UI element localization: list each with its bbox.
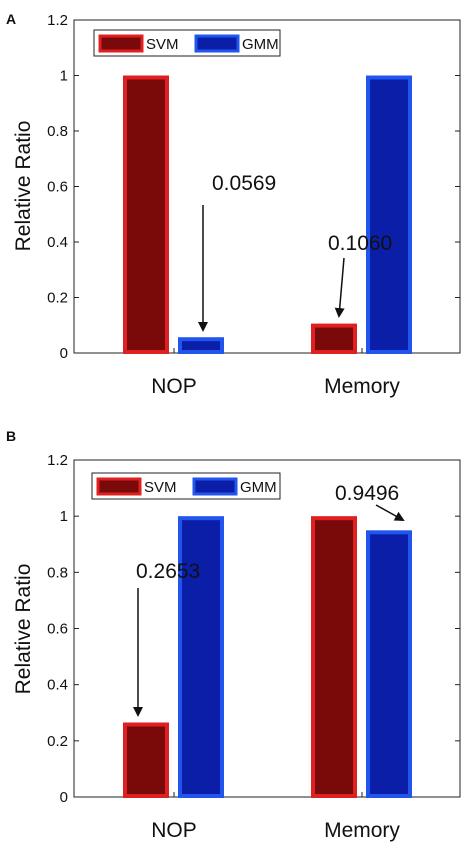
- panel-label: A: [6, 11, 16, 27]
- bar-svm-nop: [123, 75, 169, 354]
- x-category-label: Memory: [324, 375, 400, 398]
- y-axis-label: Relative Ratio: [12, 121, 35, 252]
- legend: SVM GMM: [93, 29, 281, 57]
- chart-panel-a: A 0 0.2 0.4 0.6 0.8 1 1.2 Relative Ratio NOP Memor…: [6, 11, 461, 398]
- annotation-arrow: [375, 504, 405, 521]
- y-tick-label: 1: [60, 68, 68, 85]
- legend-swatch-svm: [98, 34, 144, 53]
- annotation-label: 0.1060: [328, 232, 392, 255]
- bar-gmm-memory: [366, 75, 412, 354]
- y-tick-label: 0.2: [47, 290, 68, 307]
- y-tick-label: 0: [60, 345, 68, 362]
- legend-label-gmm: GMM: [242, 36, 279, 53]
- legend-label-gmm: GMM: [240, 479, 277, 496]
- bar-gmm-memory: [366, 530, 412, 798]
- y-tick-label: 0.6: [47, 179, 68, 196]
- annotation-label: 0.9496: [335, 482, 399, 505]
- chart-panel-b: B 0 0.2 0.4 0.6 0.8 1 1.2 Relative Ratio NOP Memor…: [6, 428, 461, 842]
- annotation-arrow: [334, 257, 345, 318]
- y-tick-label: 0.8: [47, 564, 68, 581]
- legend-swatch-svm: [96, 477, 142, 496]
- y-tick-label: 0.2: [47, 733, 68, 750]
- legend-label-svm: SVM: [146, 36, 179, 53]
- y-tick-label: 0: [60, 789, 68, 806]
- panel-label: B: [6, 428, 16, 444]
- legend-swatch-gmm: [194, 34, 240, 53]
- y-tick-label: 0.4: [47, 234, 68, 251]
- legend: SVM GMM: [91, 472, 281, 500]
- y-tick-label: 1.2: [47, 12, 68, 29]
- y-axis-label: Relative Ratio: [12, 564, 35, 695]
- y-tick-label: 1: [60, 508, 68, 525]
- bar-svm-nop: [123, 722, 169, 799]
- x-category-label: NOP: [151, 375, 197, 398]
- y-tick-label: 1.2: [47, 452, 68, 469]
- bar-svm-memory: [311, 323, 357, 354]
- x-category-label: Memory: [324, 819, 400, 842]
- bar-gmm-nop: [178, 337, 224, 354]
- annotation-label: 0.0569: [212, 172, 276, 195]
- legend-label-svm: SVM: [144, 479, 177, 496]
- bar-svm-memory: [311, 516, 357, 799]
- legend-swatch-gmm: [192, 477, 238, 496]
- y-tick-label: 0.4: [47, 677, 68, 694]
- annotation-label: 0.2653: [136, 560, 200, 583]
- bar-gmm-nop: [178, 516, 224, 799]
- x-category-label: NOP: [151, 819, 197, 842]
- y-tick-label: 0.8: [47, 123, 68, 140]
- y-tick-label: 0.6: [47, 621, 68, 638]
